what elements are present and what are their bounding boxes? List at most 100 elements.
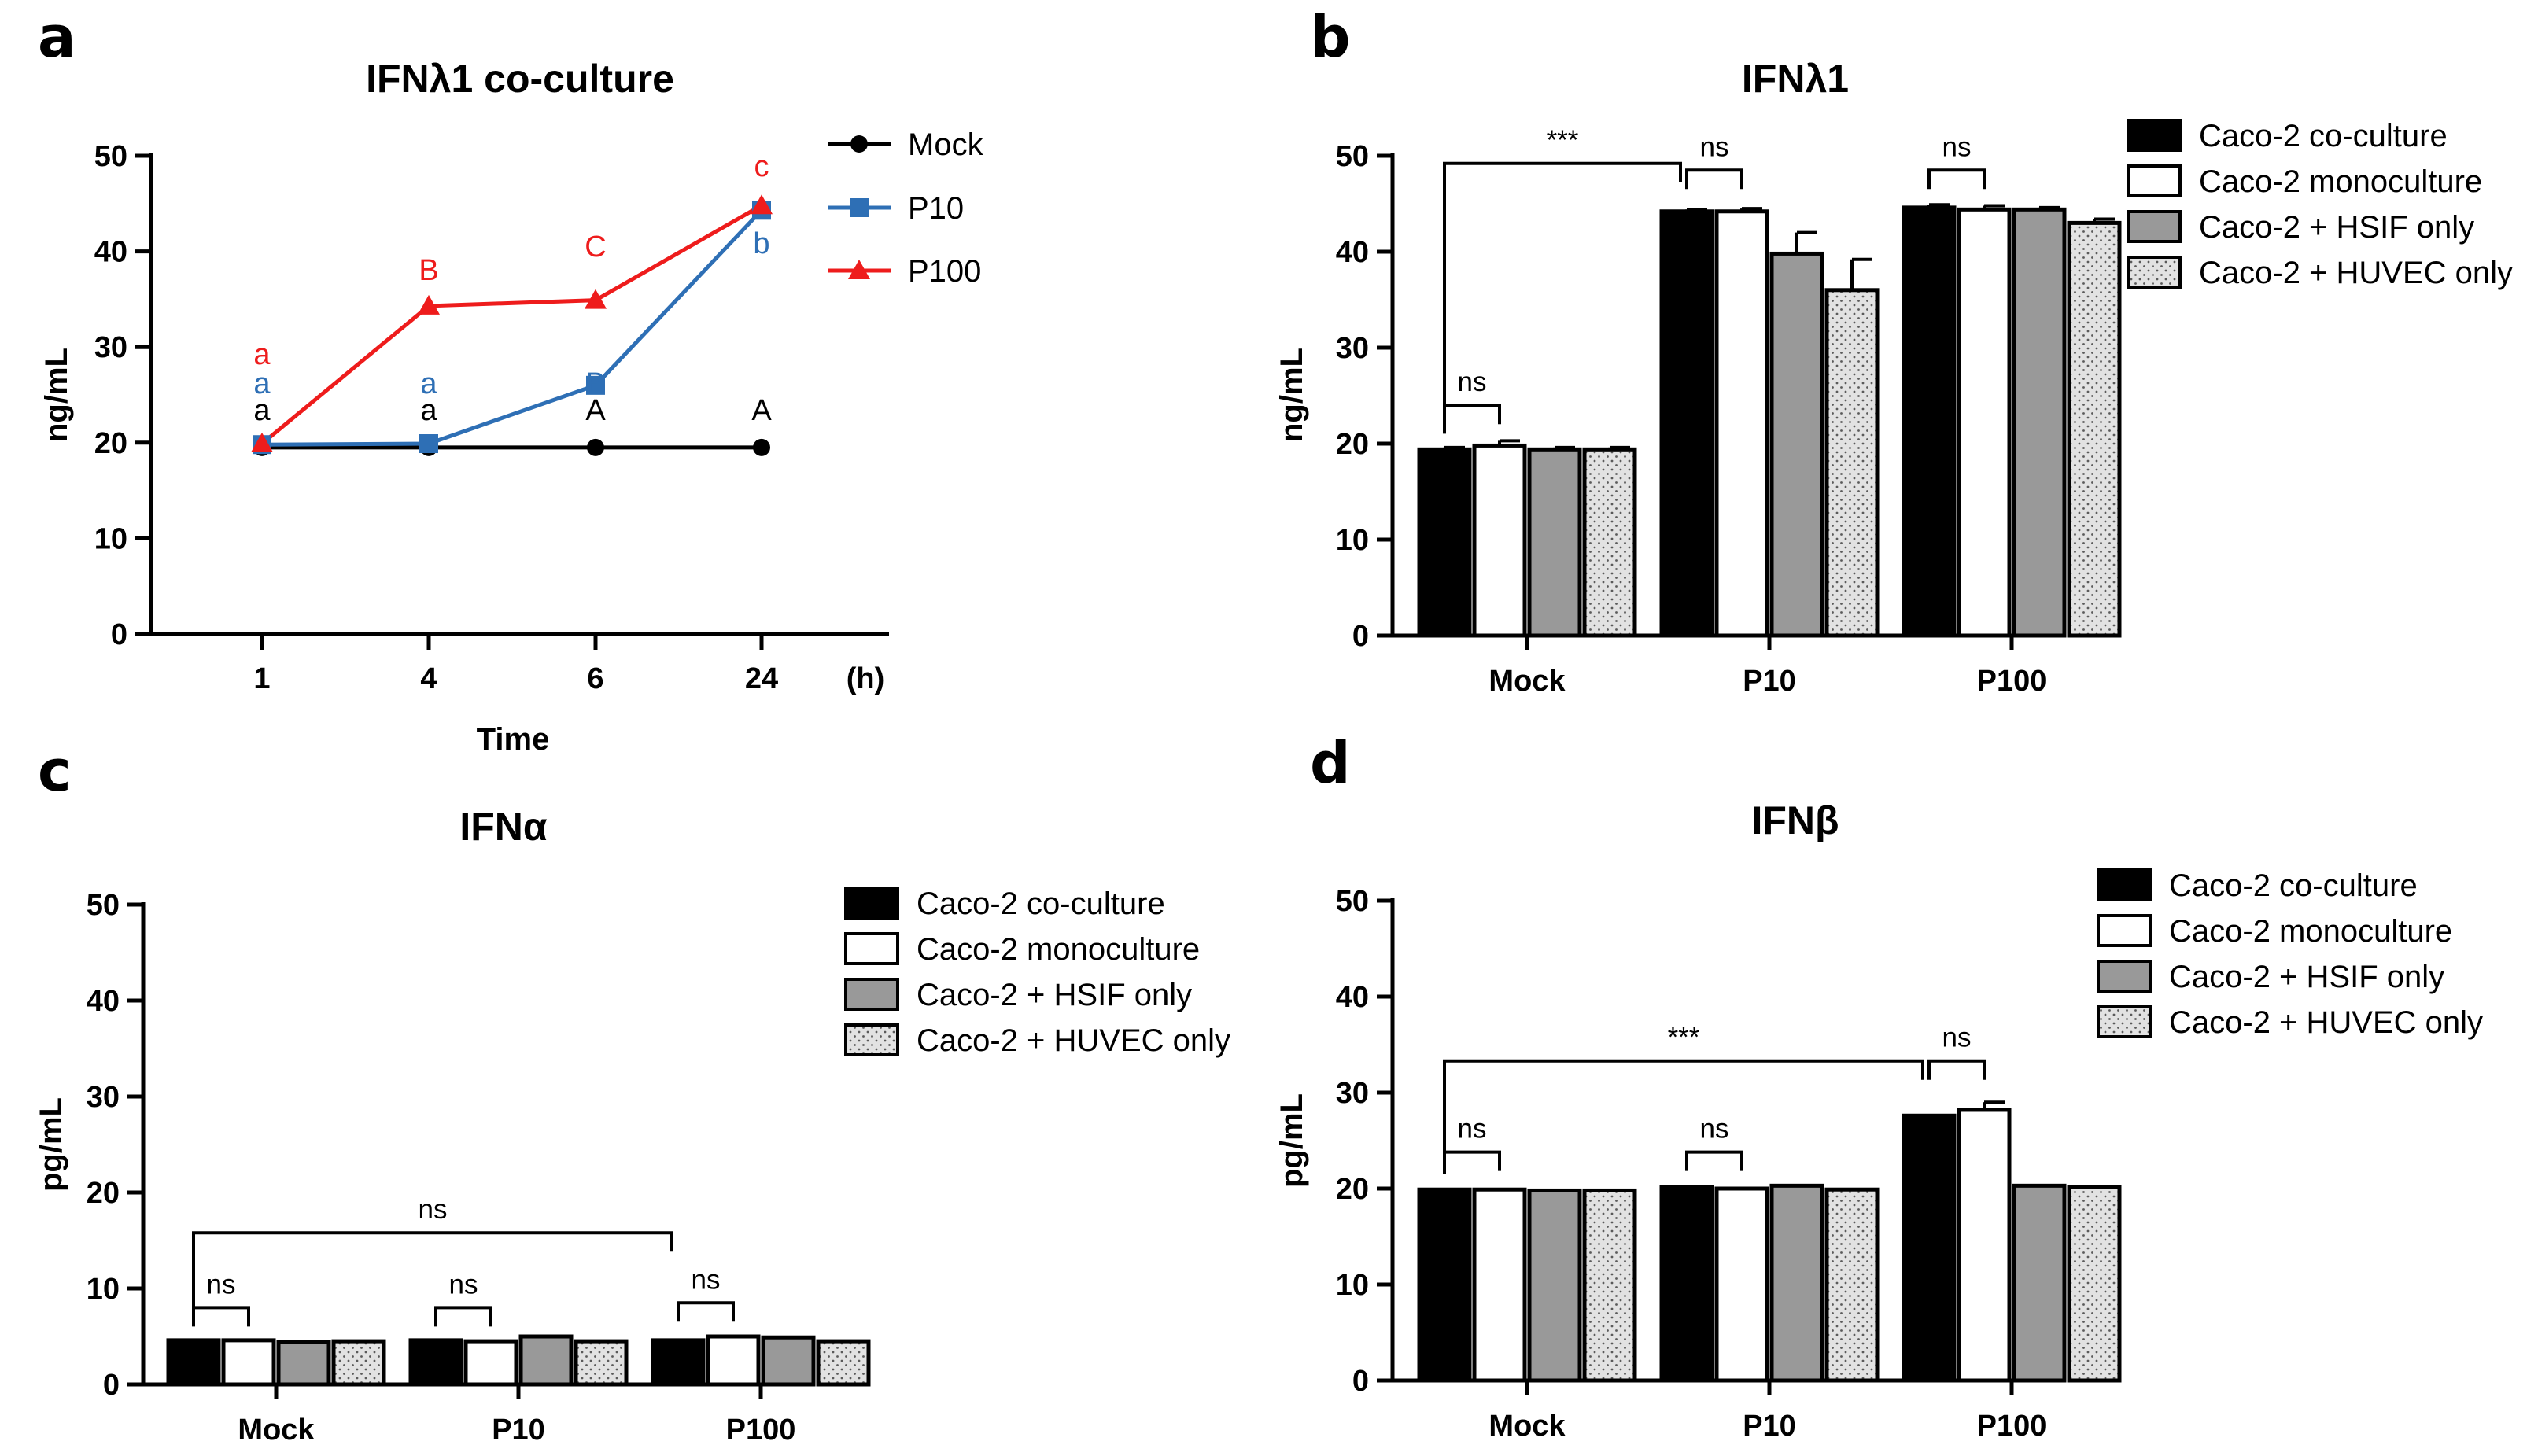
legend-label-caco-2-huvec-only: Caco-2 + HUVEC only — [917, 1023, 1230, 1058]
y-tick-label: 0 — [1352, 1365, 1369, 1398]
bracket-short — [1685, 168, 1743, 190]
legend-swatch-caco-2-monoculture — [844, 932, 899, 965]
chart-title: IFNλ1 co-culture — [366, 57, 674, 101]
y-axis-label: ng/mL — [1275, 348, 1309, 442]
bracket-short — [434, 1306, 492, 1327]
bar-caco-2-huvec-only — [1824, 1187, 1880, 1383]
y-tick-label: 20 — [1336, 428, 1369, 461]
y-tick-label: 30 — [87, 1081, 120, 1114]
data-point-p100 — [751, 194, 773, 215]
y-tick-label: 40 — [1336, 236, 1369, 269]
data-point-mock — [753, 438, 770, 456]
panel-c-bar-chart: IFNα 0 10 20 30 40 50 pg/mL Mock P10 P100 ns ns ns ns C… — [34, 805, 1230, 1447]
bar-caco-2-co-culture — [1417, 447, 1472, 638]
legend-marker-mock — [850, 135, 868, 153]
bar-caco-2-hsif-only — [2012, 207, 2067, 638]
bracket-short — [1685, 1150, 1743, 1171]
bar-caco-2-hsif-only — [2012, 1183, 2067, 1383]
x-tick-label: 6 — [587, 662, 603, 695]
bar-caco-2-monoculture — [1957, 1108, 2012, 1383]
sig-letter-p10: a — [420, 367, 437, 400]
bracket-short — [1443, 1150, 1501, 1171]
sig-letter-p100: c — [754, 150, 769, 183]
sig-letter-p100: B — [419, 254, 438, 287]
y-tick-label: 20 — [94, 427, 127, 460]
bar-caco-2-huvec-only — [2067, 220, 2122, 638]
bar-caco-2-hsif-only — [1769, 1183, 1824, 1383]
legend-swatch-caco-2-huvec-only — [2127, 256, 2182, 289]
stat-label-short: ns — [1700, 1114, 1729, 1145]
y-tick-label: 0 — [111, 618, 127, 651]
bar-caco-2-monoculture — [1714, 209, 1769, 638]
legend-marker-p10 — [850, 198, 869, 217]
x-tick-label: Mock — [238, 1414, 315, 1447]
bar-caco-2-monoculture — [1472, 443, 1527, 638]
legend-label-caco-2-monoculture: Caco-2 monoculture — [2169, 914, 2452, 949]
legend-label-caco-2-hsif-only: Caco-2 + HSIF only — [917, 978, 1192, 1012]
bar-caco-2-hsif-only — [1527, 447, 1582, 638]
stat-label-short: ns — [1458, 1114, 1487, 1145]
bar-caco-2-co-culture — [1417, 1187, 1472, 1383]
y-tick-label: 40 — [94, 236, 127, 269]
series-line-p10 — [261, 208, 763, 447]
y-tick-label: 30 — [94, 331, 127, 364]
bar-caco-2-monoculture — [1714, 1186, 1769, 1383]
panel-d-bar-chart: IFNβ 0 10 20 30 40 50 pg/mL Mock P10 P100 *** ns ns ns… — [1275, 798, 2483, 1443]
y-tick-label: 50 — [87, 889, 120, 922]
legend-label-p100: P100 — [908, 254, 981, 289]
x-tick-label: P10 — [492, 1414, 545, 1447]
sig-letter-mock: A — [585, 394, 606, 427]
legend-swatch-caco-2-huvec-only — [2097, 1005, 2152, 1038]
legend-label-p10: P10 — [908, 191, 964, 226]
legend-label-caco-2-co-culture: Caco-2 co-culture — [917, 887, 1165, 921]
x-tick-label: P100 — [1977, 665, 2047, 698]
bar-caco-2-huvec-only — [2067, 1185, 2122, 1383]
sig-letter-p100: a — [253, 338, 271, 371]
y-tick-label: 50 — [94, 140, 127, 173]
bar-caco-2-hsif-only — [276, 1340, 331, 1387]
legend-swatch-caco-2-co-culture — [2127, 119, 2182, 152]
y-tick-label: 0 — [1352, 620, 1369, 653]
y-axis-label: pg/mL — [34, 1097, 68, 1192]
stat-label-long: ns — [419, 1194, 448, 1225]
data-point-p100 — [418, 294, 440, 315]
legend-swatch-caco-2-co-culture — [2097, 868, 2152, 901]
bar-caco-2-huvec-only — [1824, 288, 1880, 638]
bar-caco-2-co-culture — [408, 1338, 463, 1387]
chart-title: IFNα — [459, 805, 548, 849]
legend-label-caco-2-co-culture: Caco-2 co-culture — [2169, 868, 2418, 903]
y-axis-label: pg/mL — [1275, 1093, 1309, 1188]
legend-label-caco-2-hsif-only: Caco-2 + HSIF only — [2199, 210, 2474, 245]
x-tick-label: Mock — [1488, 1410, 1566, 1443]
sig-letter-mock: a — [420, 394, 437, 427]
x-unit-label: (h) — [847, 662, 885, 695]
legend-label-mock: Mock — [908, 127, 984, 162]
x-axis-label: Time — [477, 722, 550, 757]
x-tick-label: P100 — [1977, 1410, 2047, 1443]
bracket-short — [1443, 404, 1501, 425]
y-tick-label: 50 — [1336, 140, 1369, 173]
y-tick-label: 30 — [1336, 332, 1369, 365]
x-tick-label: Mock — [1488, 665, 1566, 698]
panel-b-bar-chart: IFNλ1 0 10 20 30 40 50 ng/mL Mock P10 P100 *** ns ns n… — [1275, 57, 2513, 698]
data-point-p100 — [585, 289, 607, 309]
y-axis-label: ng/mL — [39, 348, 74, 442]
bar-caco-2-monoculture — [221, 1338, 276, 1387]
bar-caco-2-huvec-only — [1582, 447, 1637, 638]
bracket-short — [1927, 1059, 1986, 1080]
data-point-p10 — [419, 434, 438, 454]
bar-caco-2-monoculture — [463, 1339, 518, 1387]
legend-label-caco-2-huvec-only: Caco-2 + HUVEC only — [2199, 256, 2513, 290]
legend-swatch-caco-2-monoculture — [2097, 914, 2152, 947]
x-tick-label: P10 — [1743, 1410, 1796, 1443]
bar-caco-2-co-culture — [166, 1338, 221, 1387]
bracket-long — [192, 1231, 673, 1325]
y-tick-label: 20 — [1336, 1173, 1369, 1206]
x-tick-label: P100 — [726, 1414, 796, 1447]
sig-letter-p10: B — [585, 367, 605, 400]
legend-label-caco-2-co-culture: Caco-2 co-culture — [2199, 119, 2448, 153]
y-tick-label: 10 — [1336, 1269, 1369, 1302]
panel-letter-a: a — [38, 4, 76, 70]
chart-title: IFNλ1 — [1742, 57, 1849, 101]
legend-swatch-caco-2-huvec-only — [844, 1023, 899, 1056]
